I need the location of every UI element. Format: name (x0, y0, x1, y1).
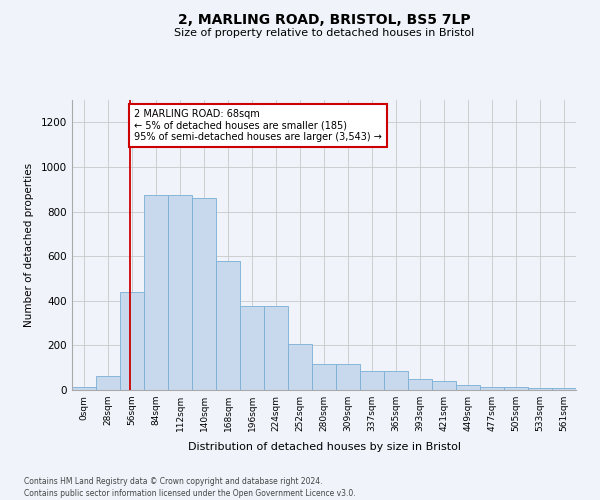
Bar (240, 306, 264, 390)
Bar (552, 388, 576, 390)
Bar (72, 388, 96, 390)
Bar (336, 364, 360, 390)
Bar (432, 381, 456, 390)
Bar (312, 364, 336, 390)
Y-axis label: Number of detached properties: Number of detached properties (24, 163, 34, 327)
Text: Contains public sector information licensed under the Open Government Licence v3: Contains public sector information licen… (24, 489, 356, 498)
Bar (120, 292, 144, 390)
Text: Distribution of detached houses by size in Bristol: Distribution of detached houses by size … (187, 442, 461, 452)
Bar (384, 371, 408, 390)
Bar (96, 376, 120, 390)
Bar (168, 195, 192, 390)
Bar (456, 385, 480, 390)
Bar (480, 388, 504, 390)
Bar (528, 388, 552, 390)
Bar (360, 371, 384, 390)
Text: Size of property relative to detached houses in Bristol: Size of property relative to detached ho… (174, 28, 474, 38)
Bar (144, 195, 168, 390)
Text: 2 MARLING ROAD: 68sqm
← 5% of detached houses are smaller (185)
95% of semi-deta: 2 MARLING ROAD: 68sqm ← 5% of detached h… (134, 109, 382, 142)
Bar (288, 344, 312, 390)
Bar (216, 260, 240, 390)
Bar (504, 388, 528, 390)
Text: 2, MARLING ROAD, BRISTOL, BS5 7LP: 2, MARLING ROAD, BRISTOL, BS5 7LP (178, 12, 470, 26)
Bar (408, 379, 432, 390)
Text: Contains HM Land Registry data © Crown copyright and database right 2024.: Contains HM Land Registry data © Crown c… (24, 478, 323, 486)
Bar (264, 306, 288, 390)
Bar (192, 198, 216, 390)
